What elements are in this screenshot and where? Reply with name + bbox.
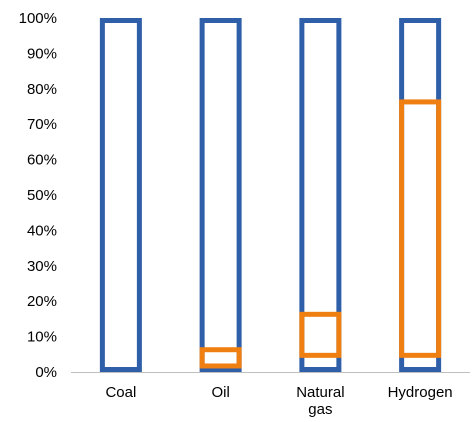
bar-oil-series-2 xyxy=(199,347,242,369)
y-tick-label: 20% xyxy=(27,293,57,310)
y-tick-label: 70% xyxy=(27,116,57,133)
x-tick-label: Coal xyxy=(105,384,136,401)
y-axis-tick-labels: 0% 10% 20% 30% 40% 50% 60% 70% 80% 90% 100% xyxy=(19,10,57,381)
bar-natural-gas-series-2 xyxy=(299,311,342,358)
y-tick-label: 100% xyxy=(19,10,57,27)
y-tick-label: 30% xyxy=(27,258,57,275)
y-tick-label: 40% xyxy=(27,222,57,239)
x-tick-label: Oil xyxy=(211,384,229,401)
bar-oil-series-1 xyxy=(199,18,242,372)
bar-natural-gas-series-1 xyxy=(299,18,342,372)
x-tick-label: Hydrogen xyxy=(388,384,453,401)
y-tick-label: 60% xyxy=(27,152,57,169)
y-tick-label: 0% xyxy=(35,364,57,381)
bars xyxy=(99,18,442,372)
x-axis-tick-labels: Coal Oil Natural gas Hydrogen xyxy=(105,384,452,418)
y-tick-label: 80% xyxy=(27,81,57,98)
y-tick-label: 50% xyxy=(27,187,57,204)
x-tick-label: Natural gas xyxy=(296,384,344,418)
bar-hydrogen-series-1 xyxy=(399,18,442,372)
bar-hydrogen-series-2 xyxy=(399,99,442,358)
y-tick-label: 90% xyxy=(27,45,57,62)
y-tick-label: 10% xyxy=(27,329,57,346)
bar-coal-series-1 xyxy=(99,18,142,372)
